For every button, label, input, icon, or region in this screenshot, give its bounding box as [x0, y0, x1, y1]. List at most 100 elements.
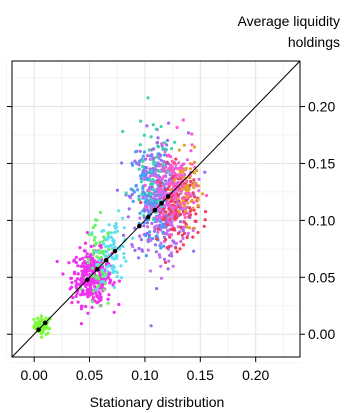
scatter-point — [159, 228, 163, 232]
scatter-point — [193, 219, 197, 223]
scatter-point — [179, 189, 183, 193]
scatter-point — [137, 256, 141, 260]
scatter-point — [131, 236, 135, 240]
scatter-point — [171, 239, 175, 243]
scatter-point — [196, 230, 200, 235]
scatter-point — [149, 202, 153, 206]
scatter-point — [180, 233, 184, 237]
scatter-point — [148, 185, 152, 190]
scatter-point — [81, 261, 85, 265]
scatter-point — [190, 143, 194, 147]
scatter-point — [145, 221, 149, 225]
scatter-point — [164, 238, 168, 242]
scatter-point — [171, 175, 175, 179]
scatter-point — [90, 268, 95, 273]
scatter-point — [168, 155, 173, 159]
scatter-point — [185, 158, 189, 162]
scatter-point — [103, 254, 107, 258]
scatter-point — [99, 284, 103, 288]
scatter-point — [178, 168, 182, 173]
scatter-point — [177, 199, 181, 203]
scatter-point — [148, 178, 152, 182]
scatter-point — [156, 152, 160, 156]
scatter-point — [164, 148, 168, 152]
scatter-point — [116, 209, 121, 213]
scatter-point — [138, 211, 142, 215]
scatter-point — [163, 179, 167, 183]
scatter-point — [143, 171, 147, 175]
scatter-point — [174, 182, 178, 187]
scatter-point — [192, 186, 196, 190]
scatter-point — [71, 296, 75, 300]
highlight-point — [94, 267, 100, 272]
scatter-point — [85, 252, 89, 256]
scatter-point — [196, 198, 200, 202]
scatter-point — [187, 215, 191, 219]
scatter-point — [205, 193, 209, 198]
scatter-point — [191, 235, 195, 239]
scatter-point — [189, 193, 193, 197]
scatter-point — [142, 150, 146, 154]
scatter-point — [166, 169, 170, 173]
scatter-point — [80, 304, 84, 308]
scatter-point — [165, 246, 169, 250]
scatter-point — [113, 230, 117, 234]
scatter-point — [74, 294, 78, 298]
scatter-point — [99, 255, 103, 260]
scatter-point — [186, 231, 190, 235]
scatter-point — [201, 192, 205, 196]
scatter-point — [138, 149, 142, 153]
scatter-point — [147, 148, 151, 152]
scatter-point — [90, 259, 94, 263]
scatter-point — [174, 194, 178, 198]
scatter-point — [135, 161, 139, 165]
scatter-point — [78, 283, 82, 287]
scatter-point — [142, 133, 146, 137]
scatter-point — [172, 186, 176, 190]
scatter-point — [86, 258, 90, 262]
plot-frame — [11, 60, 301, 358]
scatter-point — [108, 272, 112, 276]
scatter-point — [163, 153, 167, 157]
scatter-point — [187, 187, 191, 192]
scatter-point — [44, 332, 48, 336]
scatter-point — [146, 200, 150, 204]
scatter-point — [69, 285, 74, 289]
scatter-point — [164, 210, 168, 214]
scatter-point — [168, 182, 172, 186]
scatter-point — [79, 293, 83, 297]
scatter-point — [183, 184, 187, 188]
scatter-point — [187, 191, 191, 196]
scatter-point — [158, 244, 162, 248]
scatter-point — [181, 170, 185, 174]
scatter-point — [181, 236, 185, 240]
scatter-point — [155, 237, 159, 241]
scatter-point — [167, 207, 171, 211]
scatter-point — [152, 229, 157, 233]
scatter-point — [153, 199, 157, 203]
scatter-point — [196, 203, 200, 207]
scatter-point — [203, 170, 207, 174]
scatter-point — [79, 287, 83, 291]
scatter-point — [147, 233, 152, 237]
scatter-point — [97, 258, 101, 263]
scatter-point — [139, 119, 143, 123]
scatter-point — [179, 174, 183, 178]
scatter-point — [145, 205, 149, 209]
scatter-point — [193, 195, 197, 199]
scatter-point — [185, 183, 190, 187]
scatter-point — [146, 154, 150, 158]
scatter-point — [95, 274, 99, 278]
scatter-point — [69, 276, 73, 280]
scatter-point — [119, 264, 123, 268]
scatter-point — [170, 159, 174, 163]
scatter-point — [154, 215, 158, 219]
scatter-point — [144, 198, 148, 202]
scatter-point — [156, 136, 160, 140]
scatter-point — [83, 283, 87, 287]
scatter-point — [109, 231, 114, 235]
y-tick-label: 0.20 — [308, 99, 335, 115]
scatter-point — [86, 282, 90, 287]
scatter-point — [161, 146, 165, 150]
